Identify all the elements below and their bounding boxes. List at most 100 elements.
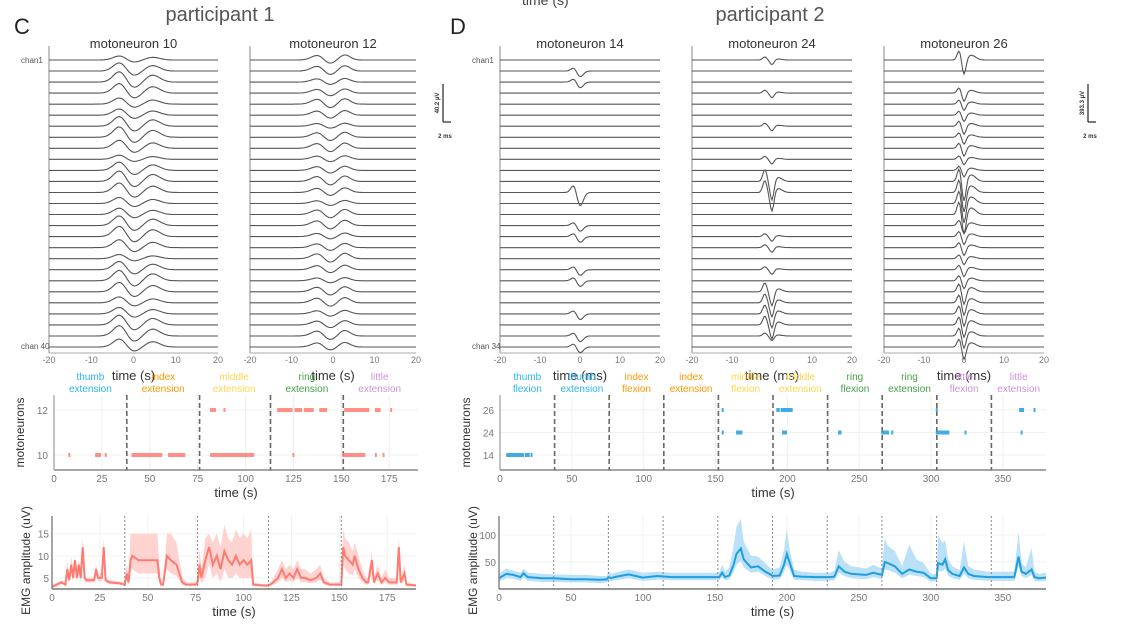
emg-x-tick-label: 300 [922,593,939,604]
scale-bar-time-label: 2 ms [438,134,452,140]
raster-x-tick-label: 125 [285,474,302,485]
muap-trace [49,139,218,153]
emg-x-axis-label: time (s) [212,604,255,619]
task-label-line1: index [625,372,649,383]
emg-y-tick-label: 15 [38,530,50,541]
muap-trace [500,185,660,207]
raster-x-tick-label: 100 [635,474,652,485]
scale-bar-amplitude-label: 40.2 µV [435,93,441,114]
muap-trace [884,178,1044,213]
spike-mark [891,430,894,435]
raster-y-axis-label: motoneurons [13,397,27,467]
muap-trace [49,207,218,219]
muap-x-tick-label: 0 [131,355,136,365]
emg-x-tick-label: 0 [49,593,55,604]
emg-x-axis-label: time (s) [751,604,794,619]
muap-trace [250,309,416,317]
spike-mark [1019,408,1025,412]
muap-trace [49,281,218,298]
task-label-line2: flexion [622,384,651,395]
raster-x-tick-label: 350 [995,474,1012,485]
spike-mark [342,453,366,457]
emg-x-tick-label: 75 [190,593,202,604]
muap-trace [49,83,218,99]
muap-trace [500,343,660,354]
muap-trace [884,327,1044,350]
raster-x-tick-label: 300 [923,474,940,485]
muap-trace [692,282,852,308]
channel-label-first: chan1 [472,56,494,65]
p2-muap-26-panel: motoneuron 26 -20 -10 0 10 20 time (ms) 393.3 µ… [877,36,1097,383]
muap-trace [250,242,416,251]
muap-x-tick-label: 10 [369,355,379,365]
muap-trace [49,182,218,198]
muap-trace [250,264,416,274]
scale-bar-time-label: 2 ms [1083,134,1097,140]
muap-x-axis-label: time (s) [311,368,354,383]
spike-mark [1033,408,1036,412]
muap-trace [49,161,218,175]
muap-x-tick-label: 20 [655,355,665,365]
muap-trace [49,62,218,76]
muap-x-tick-label: 0 [330,355,335,365]
raster-y-tick-label: 12 [37,406,49,417]
task-label-line2: extension [142,384,185,395]
task-label-line2: extension [997,384,1040,395]
spike-mark [506,453,524,457]
muap-trace [500,67,660,78]
muap-trace [49,306,218,318]
task-label-line2: extension [888,384,931,395]
muap-x-tick-label: 0 [769,355,774,365]
muap-trace [49,225,218,243]
p1-emg-panel: 0 25 50 75 100 125 150 175 5 10 15 time (s) EMG ampl… [19,506,417,619]
raster-x-tick-label: 0 [497,474,503,485]
task-label-line2: flexion [950,384,979,395]
muap-trace [500,222,660,232]
muap-trace [49,253,218,262]
muap-trace [884,241,1044,257]
muap-trace [692,56,852,66]
p2-muap-24-panel: motoneuron 24 -20 -10 0 10 20 time (ms) [685,36,857,383]
emg-x-tick-label: 150 [707,593,724,604]
task-label-line1: middle [786,372,816,383]
muap-x-tick-label: 10 [999,355,1009,365]
muap-x-tick-label: -20 [493,355,506,365]
muap-trace [250,88,416,97]
raster-x-axis-label: time (s) [751,485,794,500]
muap-trace [692,315,852,341]
channel-label-last: chan 34 [472,342,501,351]
task-label-line2: extension [285,384,328,395]
task-label-line1: ring [901,372,918,383]
spike-mark [95,453,101,457]
p2-emg-panel: 0 50 100 150 200 250 300 350 50 100 time (s) EMG am… [466,506,1047,619]
spike-mark [292,453,295,457]
muap-panel-title: motoneuron 26 [920,36,1007,51]
muap-trace [884,167,1044,201]
muap-trace [250,77,416,85]
emg-y-axis-label: EMG amplitude (uV) [466,506,480,615]
muap-trace [250,252,416,263]
muap-trace [250,341,416,351]
muap-trace [500,266,660,276]
spike-mark [104,453,107,457]
task-label-line2: flexion [731,384,760,395]
emg-variability-band [499,518,1046,584]
task-label-line1: middle [219,372,249,383]
muap-x-tick-label: 20 [847,355,857,365]
p1-raster-panel: thumbextensionindexextensionmiddleextens… [13,372,418,500]
muap-trace [884,50,1044,76]
muap-trace [250,131,416,141]
muap-trace [49,269,218,287]
raster-x-tick-label: 200 [779,474,796,485]
channel-label-first: chan1 [21,56,43,65]
spike-mark [838,430,842,435]
raster-y-tick-label: 14 [483,451,495,462]
muap-x-axis-label: time (ms) [745,368,799,383]
task-label-line1: ring [299,372,316,383]
muap-trace [884,190,1044,224]
muap-trace [49,97,218,108]
muap-trace [692,233,852,243]
muap-trace [692,304,852,330]
spike-mark [780,408,793,412]
emg-mean-line [51,546,417,588]
